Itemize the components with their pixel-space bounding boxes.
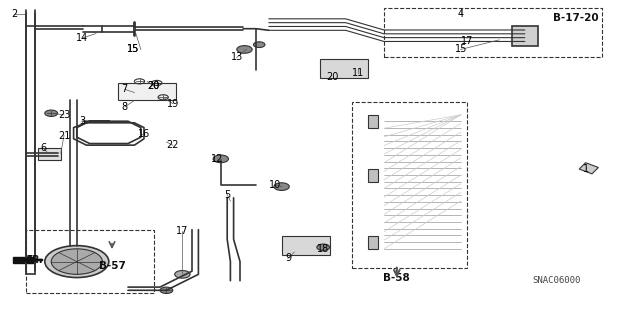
- Text: 15: 15: [127, 44, 140, 55]
- Circle shape: [274, 183, 289, 190]
- Text: 6: 6: [40, 143, 47, 153]
- Text: 2: 2: [11, 9, 17, 19]
- Text: 18: 18: [317, 244, 330, 254]
- Text: B-57: B-57: [99, 261, 125, 271]
- Text: 10: 10: [269, 180, 282, 190]
- Circle shape: [175, 271, 190, 278]
- Text: 1: 1: [582, 164, 589, 174]
- Polygon shape: [13, 257, 35, 263]
- Bar: [352, 102, 467, 268]
- Bar: [320, 59, 368, 78]
- Text: B-58: B-58: [383, 272, 410, 283]
- Circle shape: [213, 155, 228, 163]
- Bar: [384, 8, 602, 57]
- Bar: [368, 169, 378, 182]
- Text: 8: 8: [122, 102, 128, 112]
- Circle shape: [51, 249, 102, 274]
- Text: 12: 12: [211, 154, 224, 165]
- Bar: [368, 115, 378, 128]
- Text: 13: 13: [230, 52, 243, 63]
- Bar: [282, 236, 330, 255]
- Text: 19: 19: [166, 99, 179, 109]
- Text: 22: 22: [166, 140, 179, 150]
- Text: 21: 21: [58, 130, 70, 141]
- Text: 5: 5: [224, 189, 230, 200]
- Circle shape: [160, 287, 173, 293]
- Text: 3: 3: [79, 116, 85, 126]
- Circle shape: [45, 110, 58, 116]
- Text: 16: 16: [138, 129, 150, 139]
- Bar: [26, 230, 154, 293]
- Text: SNAC06000: SNAC06000: [532, 276, 581, 285]
- Circle shape: [237, 46, 252, 53]
- Text: 14: 14: [76, 33, 88, 43]
- Text: 7: 7: [122, 84, 128, 94]
- Circle shape: [317, 244, 330, 250]
- Text: 9: 9: [285, 253, 291, 263]
- Bar: [368, 236, 378, 249]
- Bar: [118, 83, 176, 100]
- Text: 17: 17: [461, 36, 474, 47]
- Bar: [38, 148, 61, 160]
- Circle shape: [45, 246, 109, 278]
- Text: 15: 15: [454, 44, 467, 55]
- Text: 20: 20: [147, 81, 160, 91]
- Text: 23: 23: [58, 110, 70, 120]
- Text: 15: 15: [127, 44, 140, 55]
- Text: 11: 11: [352, 68, 365, 78]
- Text: 20: 20: [147, 81, 160, 91]
- Polygon shape: [579, 163, 598, 174]
- Circle shape: [253, 42, 265, 48]
- Text: 17: 17: [176, 226, 189, 236]
- Bar: [512, 26, 538, 46]
- Text: B-17-20: B-17-20: [553, 12, 599, 23]
- Text: 20: 20: [326, 71, 339, 82]
- Text: 4: 4: [458, 9, 464, 19]
- Text: FR.: FR.: [26, 255, 44, 265]
